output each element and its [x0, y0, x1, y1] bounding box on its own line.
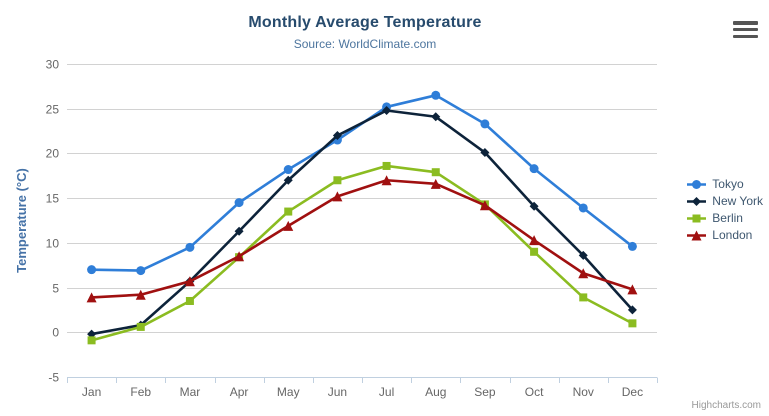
data-point-london[interactable]: [135, 289, 146, 300]
x-axis-label: Jul: [379, 385, 394, 399]
data-point-tokyo[interactable]: [480, 119, 490, 129]
chart-title: Monthly Average Temperature: [248, 14, 482, 31]
x-axis-label: May: [277, 385, 300, 399]
data-point-london[interactable]: [578, 268, 589, 279]
x-axis-label: Apr: [230, 385, 249, 399]
legend-item-london[interactable]: London: [687, 228, 763, 242]
credits-link[interactable]: Highcharts.com: [691, 400, 761, 411]
x-axis-label: Aug: [425, 385, 446, 399]
data-point-berlin[interactable]: [185, 296, 194, 305]
data-point-tokyo[interactable]: [136, 266, 146, 276]
hamburger-bar: [733, 27, 758, 32]
series-london: [86, 175, 638, 303]
data-point-new-york[interactable]: [234, 226, 244, 236]
y-axis-title: Temperature (°C): [14, 168, 29, 273]
data-point-tokyo[interactable]: [529, 164, 539, 174]
data-point-london[interactable]: [529, 235, 540, 246]
triangle-marker-icon: [691, 230, 702, 240]
hamburger-bar: [733, 34, 758, 38]
data-point-tokyo[interactable]: [578, 203, 588, 213]
y-axis-label: 15: [46, 192, 60, 206]
hamburger-bar: [733, 21, 758, 25]
data-point-new-york[interactable]: [529, 201, 539, 211]
chart-subtitle: Source: WorldClimate.com: [293, 37, 437, 51]
data-point-london[interactable]: [234, 251, 245, 262]
data-point-tokyo[interactable]: [431, 90, 441, 100]
y-axis-label: -5: [48, 371, 59, 385]
circle-marker-icon: [692, 179, 702, 189]
x-axis-label: Mar: [180, 385, 201, 399]
legend-item-berlin[interactable]: Berlin: [687, 211, 763, 225]
y-axis-label: 25: [46, 103, 60, 117]
x-axis-label: Oct: [525, 385, 544, 399]
y-axis-label: 20: [46, 147, 60, 161]
data-point-berlin[interactable]: [579, 293, 588, 302]
data-point-london[interactable]: [86, 292, 97, 303]
data-point-berlin[interactable]: [530, 247, 539, 256]
data-point-new-york[interactable]: [431, 112, 441, 122]
data-point-new-york[interactable]: [480, 148, 490, 158]
data-point-london[interactable]: [332, 191, 343, 202]
data-point-berlin[interactable]: [333, 176, 342, 185]
legend-label: Berlin: [712, 211, 743, 225]
series-tokyo: [87, 90, 637, 276]
data-point-london[interactable]: [381, 175, 392, 186]
y-axis-label: 0: [52, 326, 59, 340]
data-point-berlin[interactable]: [431, 168, 440, 177]
series-new-york: [87, 106, 637, 339]
data-point-berlin[interactable]: [284, 207, 293, 216]
x-axis-label: Sep: [474, 385, 496, 399]
data-point-new-york[interactable]: [627, 305, 637, 315]
data-point-new-york[interactable]: [87, 329, 97, 339]
series-line: [90, 178, 634, 299]
circle-marker-icon: [687, 179, 707, 189]
data-point-berlin[interactable]: [87, 336, 96, 345]
legend: Tokyo New York Berlin London: [687, 177, 763, 242]
data-point-berlin[interactable]: [628, 319, 637, 328]
data-point-tokyo[interactable]: [87, 265, 97, 275]
legend-item-tokyo[interactable]: Tokyo: [687, 177, 763, 191]
data-point-london[interactable]: [184, 276, 195, 287]
square-marker-icon: [687, 214, 707, 222]
legend-label: Tokyo: [712, 177, 744, 191]
data-point-tokyo[interactable]: [283, 165, 293, 175]
legend-item-new-york[interactable]: New York: [687, 194, 763, 208]
series-line: [90, 164, 634, 342]
data-point-new-york[interactable]: [283, 175, 293, 185]
triangle-marker-icon: [687, 230, 707, 240]
square-marker-icon: [692, 214, 701, 222]
series-line: [90, 109, 634, 336]
y-axis-label: 30: [46, 58, 60, 72]
legend-label: London: [712, 228, 753, 242]
data-point-london[interactable]: [479, 200, 490, 211]
data-point-berlin[interactable]: [382, 161, 391, 170]
x-axis-label: Jun: [328, 385, 347, 399]
data-point-new-york[interactable]: [578, 250, 588, 260]
x-axis-label: Feb: [130, 385, 151, 399]
legend-label: New York: [712, 194, 763, 208]
x-axis-label: Jan: [82, 385, 101, 399]
data-point-london[interactable]: [627, 284, 638, 295]
data-point-tokyo[interactable]: [185, 242, 195, 252]
data-point-berlin[interactable]: [136, 322, 145, 331]
x-axis-label: Nov: [573, 385, 594, 399]
data-point-tokyo[interactable]: [234, 198, 244, 208]
diamond-marker-icon: [692, 196, 702, 206]
data-point-tokyo[interactable]: [627, 241, 637, 251]
y-axis-label: 10: [46, 237, 60, 251]
y-axis-label: 5: [52, 282, 59, 296]
data-point-new-york[interactable]: [382, 106, 392, 116]
data-point-new-york[interactable]: [332, 131, 342, 141]
diamond-marker-icon: [687, 196, 707, 206]
data-point-london[interactable]: [283, 220, 294, 231]
data-point-london[interactable]: [430, 178, 441, 189]
x-axis-label: Dec: [622, 385, 643, 399]
hamburger-icon[interactable]: [733, 21, 758, 38]
